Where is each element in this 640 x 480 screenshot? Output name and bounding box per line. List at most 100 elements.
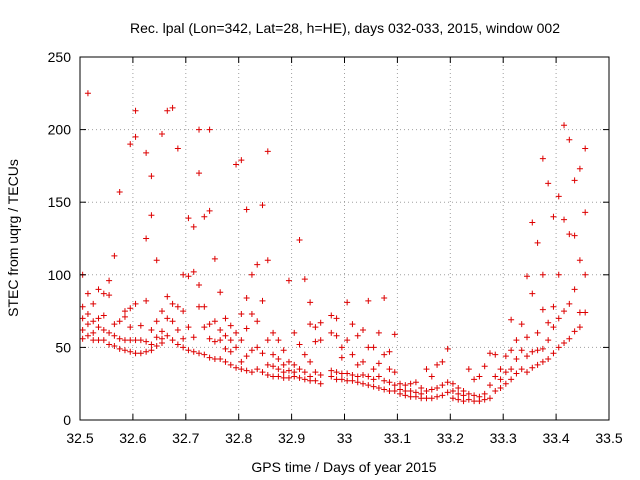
data-point — [174, 326, 181, 333]
y-tick-label: 250 — [48, 49, 72, 65]
data-point — [169, 318, 176, 325]
data-point — [270, 373, 277, 380]
data-point — [307, 299, 314, 306]
data-point — [201, 324, 208, 331]
data-point — [95, 286, 102, 293]
data-point — [550, 303, 557, 310]
data-point — [137, 350, 144, 357]
data-point — [449, 395, 456, 402]
data-point — [338, 354, 345, 361]
y-tick-label: 100 — [48, 267, 72, 283]
data-point — [206, 335, 213, 342]
data-point — [270, 351, 277, 358]
data-point — [106, 341, 113, 348]
data-point — [566, 231, 573, 238]
x-tick-labels: 32.5 32.6 32.7 32.8 32.9 33 33.1 33.2 33.3 33.4 33… — [66, 430, 622, 446]
data-point — [508, 376, 515, 383]
data-point — [280, 369, 287, 376]
data-point — [370, 366, 377, 373]
data-point — [222, 358, 229, 365]
data-point — [524, 369, 531, 376]
data-point — [217, 337, 224, 344]
data-point — [148, 326, 155, 333]
data-point — [354, 373, 361, 380]
y-tick-label: 0 — [63, 412, 71, 428]
data-point — [196, 350, 203, 357]
data-point — [307, 358, 314, 365]
data-point — [301, 376, 308, 383]
data-point — [407, 393, 414, 400]
data-point — [391, 382, 398, 389]
data-point — [169, 104, 176, 111]
data-point — [201, 213, 208, 220]
data-point — [481, 396, 488, 403]
data-point — [264, 337, 271, 344]
data-point — [254, 366, 261, 373]
data-point — [270, 363, 277, 370]
data-point — [423, 387, 430, 394]
x-tick-label: 33 — [337, 430, 353, 446]
data-point — [428, 386, 435, 393]
data-point — [259, 369, 266, 376]
data-point — [280, 374, 287, 381]
data-point — [444, 379, 451, 386]
data-point — [434, 393, 441, 400]
data-point — [121, 308, 128, 315]
data-point — [555, 193, 562, 200]
data-point — [397, 380, 404, 387]
data-point — [386, 379, 393, 386]
data-point — [296, 366, 303, 373]
data-point — [153, 318, 160, 325]
data-point — [211, 356, 218, 363]
data-point — [148, 173, 155, 180]
data-point — [545, 356, 552, 363]
data-point — [185, 273, 192, 280]
data-point — [381, 295, 388, 302]
data-point — [106, 277, 113, 284]
data-point — [201, 351, 208, 358]
data-point — [397, 390, 404, 397]
data-point — [471, 398, 478, 405]
data-point — [328, 367, 335, 374]
data-point — [486, 350, 493, 357]
data-point — [365, 382, 372, 389]
data-point — [196, 170, 203, 177]
data-point — [539, 306, 546, 313]
data-point — [84, 311, 91, 318]
data-point — [423, 366, 430, 373]
data-point — [428, 373, 435, 380]
data-point — [550, 350, 557, 357]
data-point — [132, 133, 139, 140]
axis-ticks — [79, 56, 610, 421]
data-point — [291, 361, 298, 368]
data-point — [196, 126, 203, 133]
x-tick-label: 33.3 — [490, 430, 517, 446]
data-point — [333, 332, 340, 339]
y-tick-label: 50 — [55, 339, 71, 355]
data-point — [190, 223, 197, 230]
data-point — [254, 344, 261, 351]
data-point — [502, 353, 509, 360]
data-point — [106, 292, 113, 299]
data-point — [497, 385, 504, 392]
data-point — [576, 324, 583, 331]
data-point — [259, 202, 266, 209]
data-point — [158, 340, 165, 347]
data-point — [190, 348, 197, 355]
data-point — [217, 356, 224, 363]
data-point — [365, 373, 372, 380]
x-tick-label: 33.5 — [595, 430, 622, 446]
data-point — [153, 257, 160, 264]
data-point — [513, 370, 520, 377]
data-point — [111, 252, 118, 259]
data-point — [238, 366, 245, 373]
data-point — [428, 395, 435, 402]
data-point — [455, 396, 462, 403]
data-point — [301, 369, 308, 376]
data-point — [539, 358, 546, 365]
data-point — [360, 371, 367, 378]
x-tick-label: 32.9 — [278, 430, 305, 446]
data-point — [566, 335, 573, 342]
data-point — [121, 347, 128, 354]
data-point — [524, 353, 531, 360]
